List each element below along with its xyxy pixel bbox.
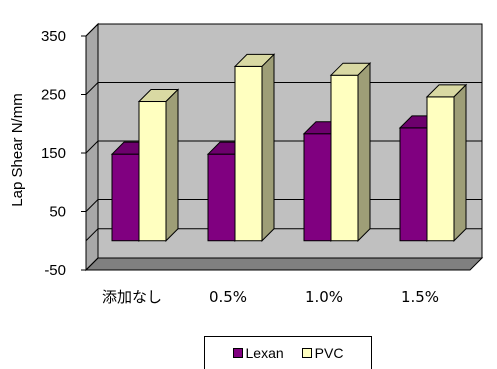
bar-side [453, 83, 467, 242]
bar-front [138, 101, 167, 242]
legend-swatch-pvc [301, 348, 312, 358]
bar-side [357, 61, 371, 242]
legend-item-lexan: Lexan [232, 345, 284, 361]
y-tick-label: 150 [41, 145, 66, 162]
bars [110, 53, 468, 242]
legend-label-lexan: Lexan [245, 345, 284, 361]
bar-front [234, 65, 263, 242]
gridline [85, 257, 482, 271]
bar-front [426, 96, 455, 242]
y-tick-label: 350 [41, 28, 66, 45]
bar-side [165, 88, 179, 242]
bar-side [261, 53, 275, 242]
x-category-label: 1.0% [305, 288, 343, 306]
bar-front [111, 153, 140, 242]
legend: Lexan PVC [204, 336, 372, 369]
legend-item-pvc: PVC [301, 345, 344, 361]
bar-front [330, 74, 359, 242]
floor [84, 257, 484, 271]
y-axis-title: Lap Shear N/mm [9, 93, 26, 206]
bar-pvc-2 [329, 61, 372, 242]
bar-pvc-0 [137, 88, 180, 242]
bar-front [399, 127, 428, 242]
x-category-label: 添加なし [102, 288, 162, 306]
bar-front [303, 133, 332, 242]
bar-front [207, 153, 236, 242]
x-category-label: 0.5% [209, 288, 247, 306]
gridline [85, 23, 482, 37]
legend-label-pvc: PVC [314, 345, 344, 361]
y-tick-label: -50 [44, 262, 66, 279]
y-tick-labels: -50 50 150 250 350 [41, 28, 66, 279]
y-tick-label: 50 [49, 204, 66, 221]
x-category-labels: 添加なし 0.5% 1.0% 1.5% [102, 288, 439, 306]
y-tick-label: 250 [41, 87, 66, 104]
bar-pvc-1 [233, 53, 276, 242]
bar-pvc-3 [425, 83, 468, 242]
x-category-label: 1.5% [401, 288, 439, 306]
legend-swatch-lexan [232, 348, 243, 358]
